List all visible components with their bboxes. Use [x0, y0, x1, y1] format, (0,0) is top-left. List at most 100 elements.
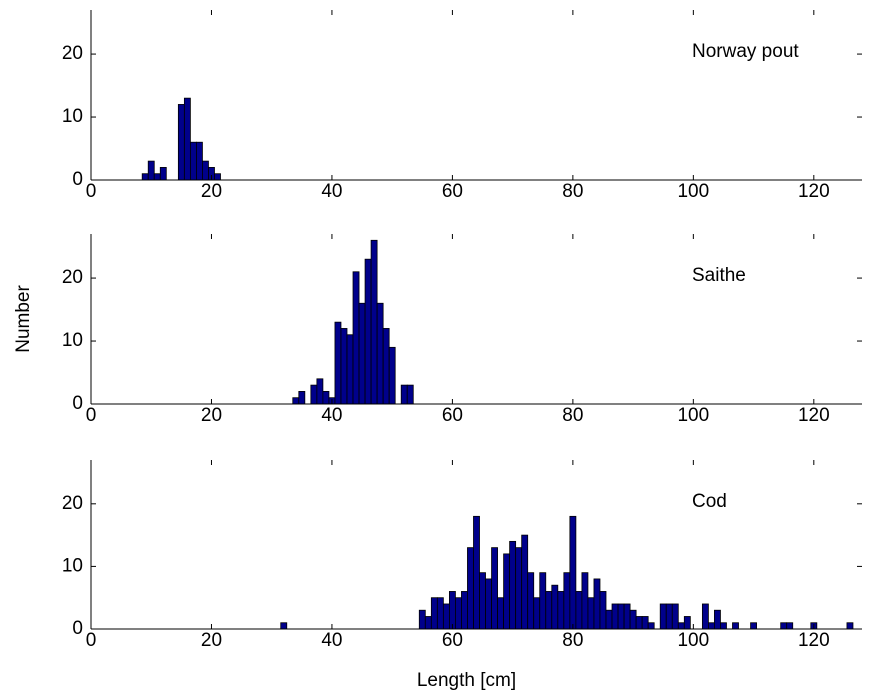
bar — [587, 597, 595, 630]
bar — [786, 622, 794, 630]
x-tick-label: 120 — [798, 181, 830, 202]
bar — [196, 141, 203, 181]
bar — [214, 173, 221, 181]
bar — [720, 622, 727, 630]
x-tick-label: 120 — [798, 630, 830, 651]
bar — [479, 572, 486, 630]
bar — [430, 597, 438, 630]
bar — [665, 603, 673, 630]
bar — [352, 271, 360, 405]
bar — [340, 328, 348, 405]
bar — [593, 578, 601, 630]
bar — [750, 622, 757, 630]
bar — [521, 534, 529, 630]
bar — [400, 384, 408, 405]
bar — [683, 616, 691, 630]
bar — [617, 603, 625, 630]
bar — [623, 603, 631, 630]
bar — [406, 384, 414, 405]
bar — [364, 258, 372, 405]
bar — [418, 609, 426, 630]
bar — [647, 622, 655, 630]
x-tick-label: 0 — [86, 630, 97, 651]
bar — [714, 609, 721, 630]
bar — [461, 591, 468, 630]
x-tick-label: 60 — [442, 405, 463, 426]
bar — [189, 141, 197, 181]
bar — [780, 622, 788, 630]
bar — [455, 597, 462, 630]
bar — [382, 328, 390, 405]
bar — [527, 572, 535, 630]
bar — [581, 572, 589, 630]
bar — [334, 321, 342, 405]
bar — [322, 391, 330, 405]
x-tick-label: 80 — [562, 181, 583, 202]
bar — [473, 515, 480, 630]
bar — [177, 104, 185, 181]
bar — [202, 160, 209, 181]
bar — [563, 572, 571, 630]
bar — [605, 609, 613, 630]
bar — [424, 616, 432, 630]
bar — [732, 622, 739, 630]
bar — [846, 622, 854, 630]
x-tick-label: 80 — [562, 405, 583, 426]
bar — [370, 239, 378, 405]
x-tick-label: 40 — [321, 630, 342, 651]
x-tick-label: 100 — [677, 630, 709, 651]
x-tick-label: 0 — [86, 405, 97, 426]
bar — [539, 572, 547, 630]
bar — [503, 553, 511, 630]
bar — [491, 547, 498, 630]
bar — [448, 591, 456, 630]
x-tick-label: 20 — [201, 405, 222, 426]
annotation: Norway pout — [692, 41, 799, 62]
y-tick-label: 20 — [62, 43, 83, 64]
y-tick-label: 10 — [62, 106, 83, 127]
bar — [388, 346, 396, 405]
bar — [485, 578, 492, 630]
bar — [141, 173, 149, 181]
bar — [376, 302, 384, 405]
bar — [575, 591, 583, 630]
y-tick-label: 0 — [72, 393, 83, 414]
bar — [641, 616, 649, 630]
annotation: Saithe — [692, 265, 746, 286]
bar — [159, 167, 167, 181]
bar — [298, 391, 306, 405]
y-tick-label: 20 — [62, 267, 83, 288]
y-tick-label: 10 — [62, 330, 83, 351]
x-tick-label: 0 — [86, 181, 97, 202]
bar — [147, 160, 155, 181]
bar — [635, 616, 643, 630]
annotation: Cod — [692, 491, 727, 512]
x-axis-label: Length [cm] — [417, 670, 516, 691]
bar — [599, 591, 607, 630]
y-tick-label: 10 — [62, 555, 83, 576]
bar — [533, 597, 541, 630]
bar — [677, 622, 685, 630]
y-tick-label: 0 — [72, 169, 83, 190]
bar — [629, 609, 637, 630]
bar — [292, 397, 300, 405]
bar — [515, 547, 523, 630]
bar — [509, 540, 517, 630]
x-tick-label: 20 — [201, 630, 222, 651]
bar — [569, 515, 577, 630]
bar — [310, 384, 318, 405]
bar — [497, 597, 505, 630]
bar — [153, 173, 161, 181]
bar — [442, 603, 450, 630]
bar — [467, 547, 474, 630]
x-tick-label: 60 — [442, 630, 463, 651]
y-tick-label: 0 — [72, 618, 83, 639]
bar — [436, 597, 444, 630]
bar — [358, 302, 366, 405]
x-tick-label: 80 — [562, 630, 583, 651]
x-tick-label: 120 — [798, 405, 830, 426]
x-tick-label: 40 — [321, 181, 342, 202]
bar — [611, 603, 619, 630]
bar — [659, 603, 667, 630]
